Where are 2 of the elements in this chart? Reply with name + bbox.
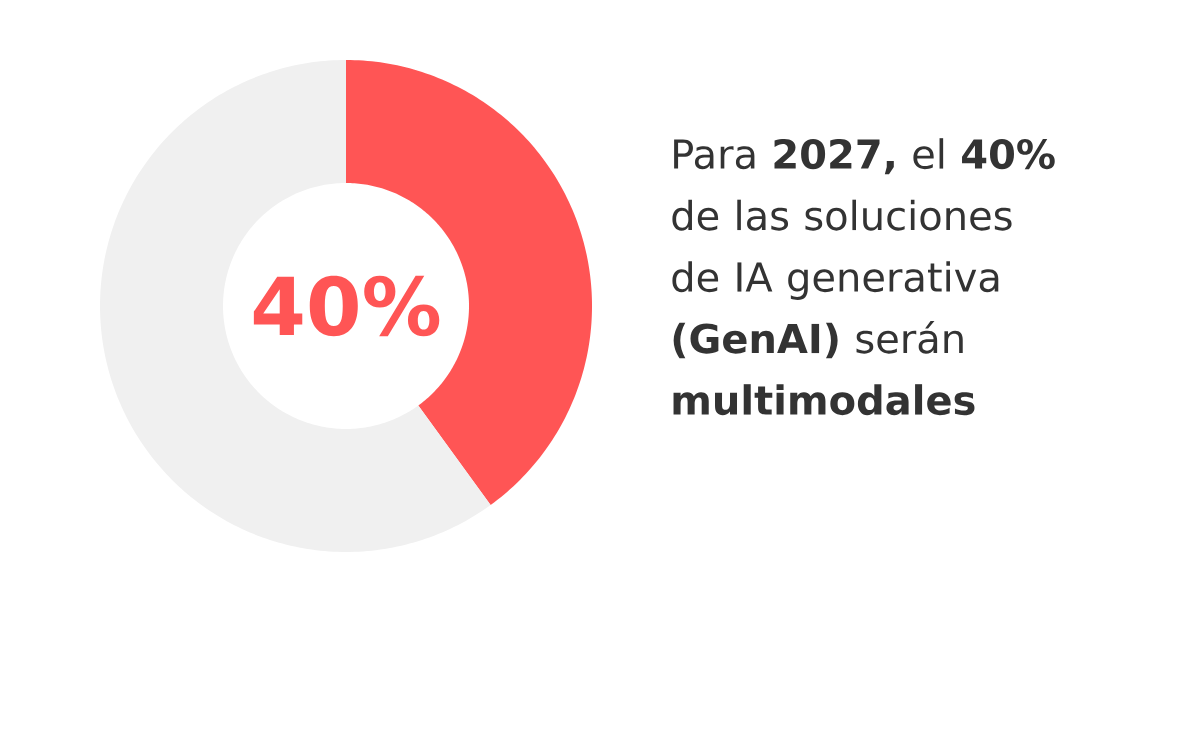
chart-title: Para 2027, el 40% de las soluciones de IA generativa (GenAI) serán multimodales [672,138,1055,416]
data-label: 40% [253,275,440,337]
